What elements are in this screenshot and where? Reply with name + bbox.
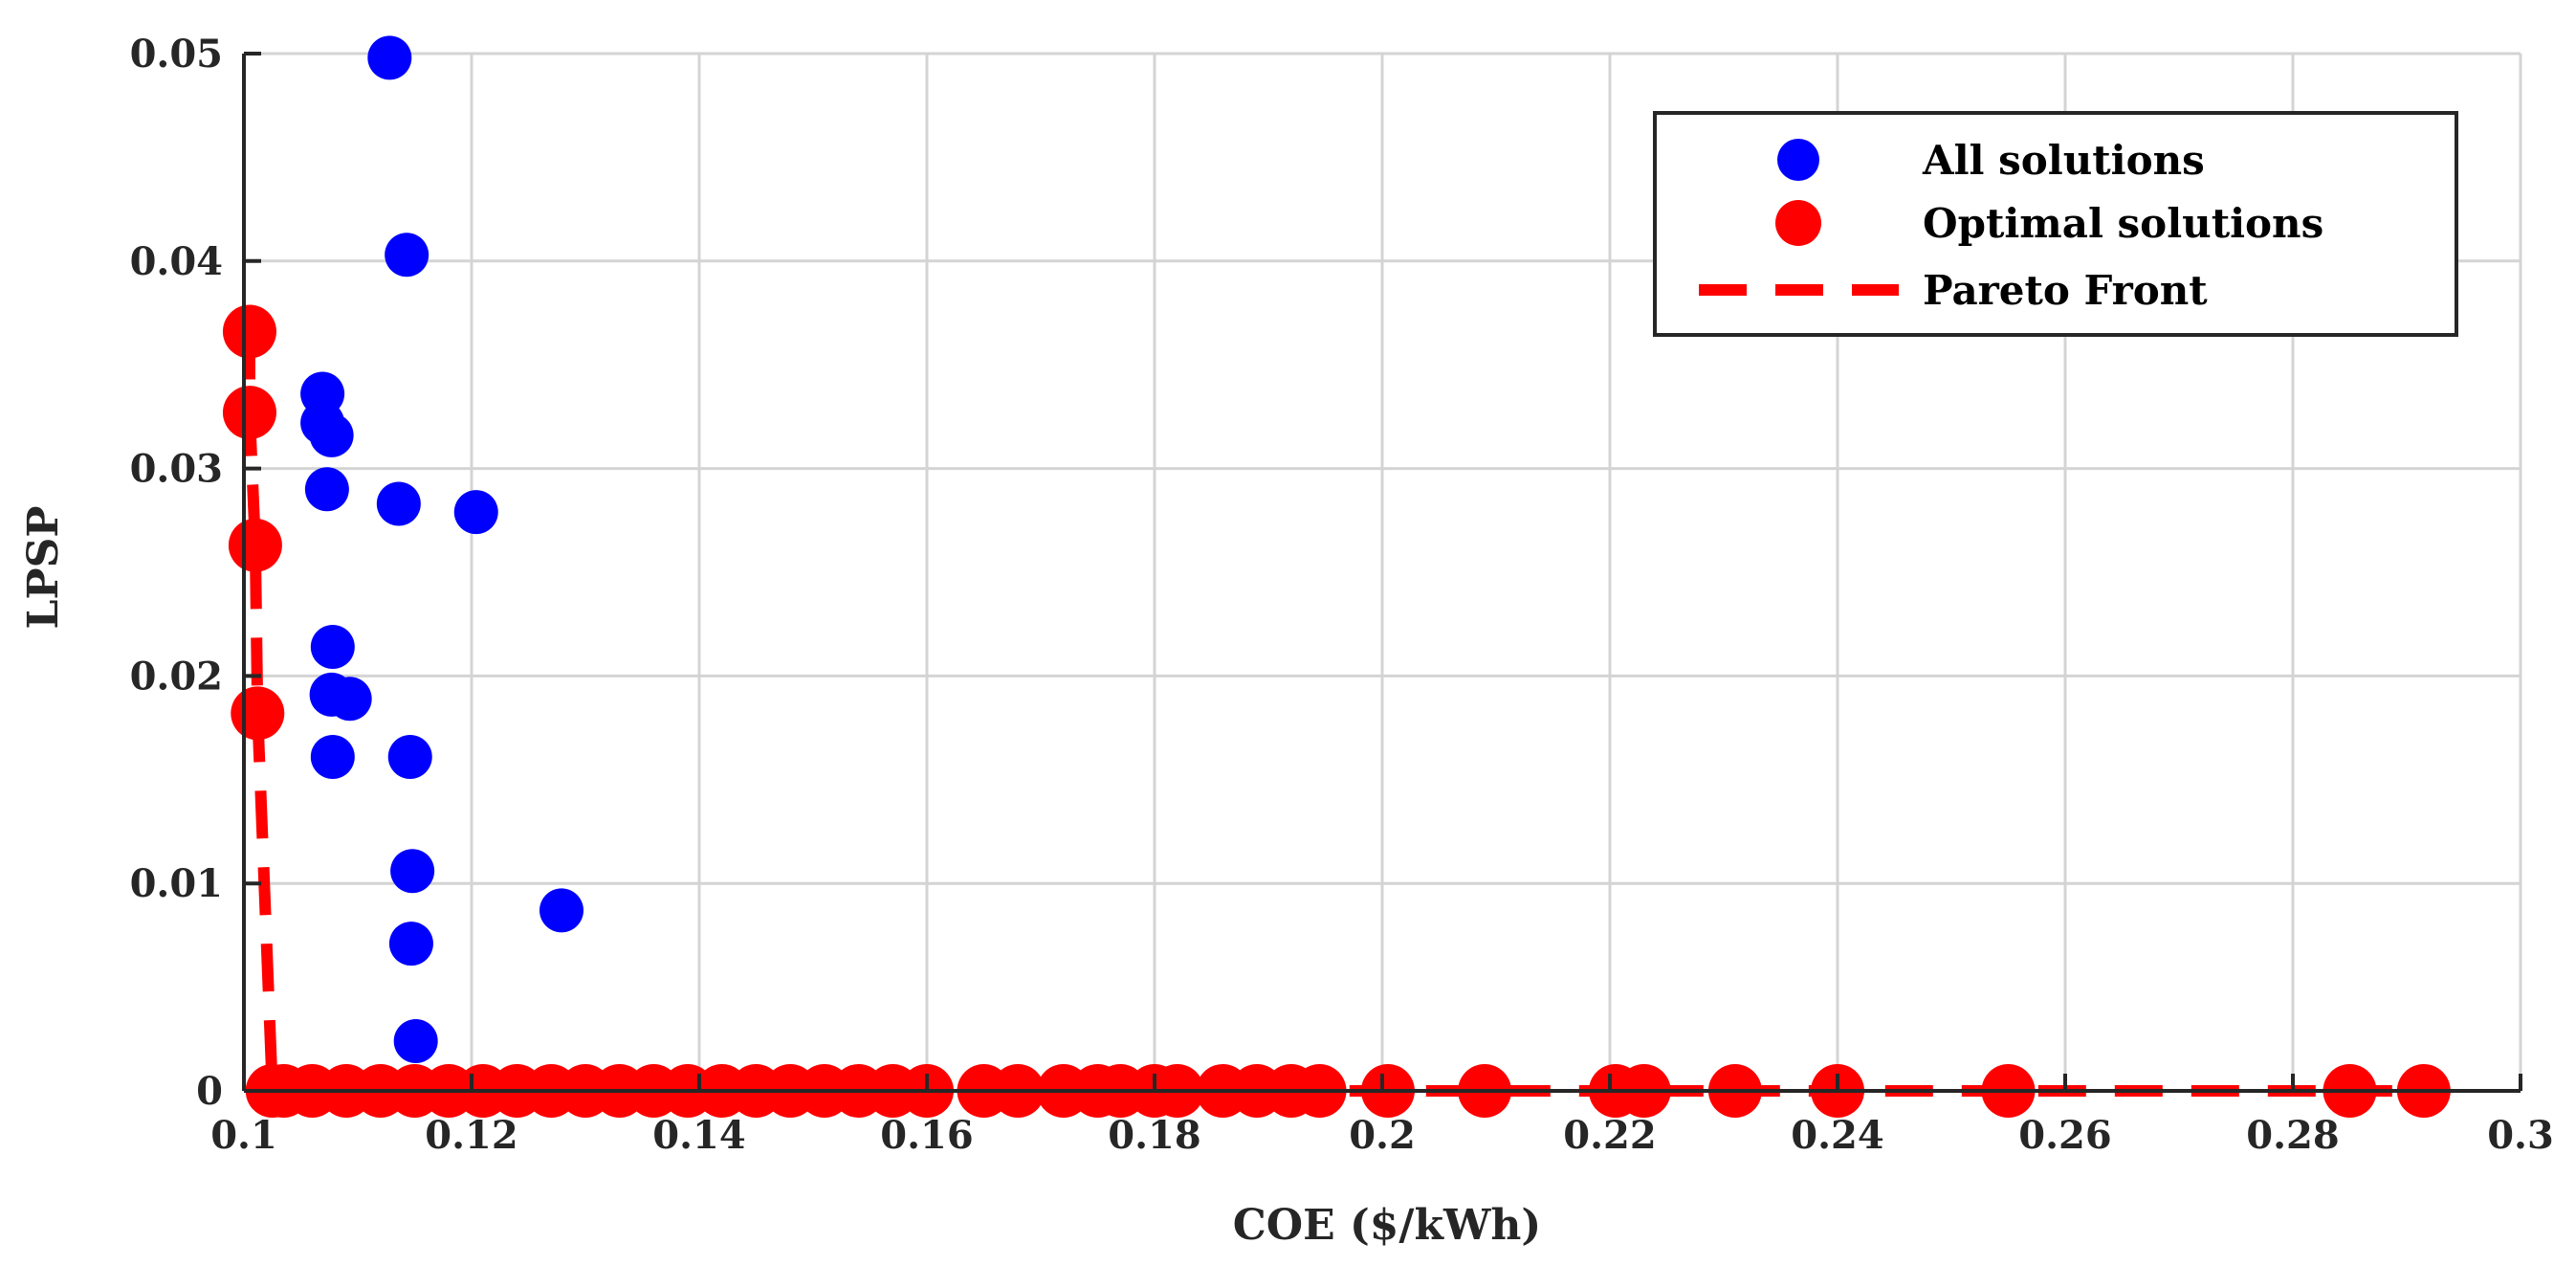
x-tick-label: 0.1 [210,1113,277,1158]
all-solutions-markers [300,35,584,1063]
all-solutions-point [310,734,355,779]
x-tick-label: 0.3 [2487,1113,2554,1158]
optimal-solutions-point [222,386,276,440]
all-solutions-point [390,849,435,894]
all-solutions-point [453,490,498,535]
y-tick-label: 0.01 [130,861,223,906]
all-solutions-point [367,35,412,80]
legend-pareto-front-label: Pareto Front [1923,267,2208,314]
all-solutions-point [327,677,372,722]
x-tick-label: 0.28 [2246,1113,2339,1158]
x-tick-label: 0.22 [1563,1113,1656,1158]
all-solutions-point [310,625,355,670]
all-solutions-point [304,467,349,512]
optimal-solutions-point [222,304,276,359]
all-solutions-point [385,233,429,278]
legend-optimal-solutions-marker [1775,200,1821,246]
x-tick-label: 0.24 [1791,1113,1883,1158]
optimal-solutions-point [231,686,285,741]
legend-all-solutions-marker [1777,139,1819,181]
y-tick-labels: 0 0.01 0.02 0.03 0.04 0.05 [130,32,223,1114]
x-tick-label: 0.18 [1108,1113,1200,1158]
y-tick-label: 0 [196,1069,223,1114]
legend-optimal-solutions-label: Optimal solutions [1923,200,2323,247]
y-tick-label: 0.04 [130,239,223,284]
all-solutions-point [539,888,584,933]
x-tick-label: 0.16 [880,1113,973,1158]
y-axis-title: LPSP [19,506,68,630]
y-tick-label: 0.05 [130,32,223,77]
x-axis-title: COE ($/kWh) [1233,1201,1541,1250]
all-solutions-point [393,1018,438,1063]
all-solutions-point [387,734,432,779]
x-tick-label: 0.12 [425,1113,517,1158]
all-solutions-point [309,412,354,457]
x-tick-label: 0.26 [2018,1113,2111,1158]
x-tick-label: 0.14 [652,1113,745,1158]
legend-all-solutions-label: All solutions [1922,137,2205,184]
all-solutions-point [376,481,421,526]
all-solutions-point [388,922,433,966]
y-tick-label: 0.02 [130,654,223,699]
y-tick-label: 0.03 [130,447,223,492]
x-tick-labels: 0.1 0.12 0.14 0.16 0.18 0.2 0.22 0.24 0.26 0.28 0.… [210,1113,2554,1158]
optimal-solutions-point [228,518,282,572]
x-tick-label: 0.2 [1349,1113,1416,1158]
legend: All solutions Optimal solutions Pareto F… [1653,111,2458,337]
axes [242,52,2522,1093]
